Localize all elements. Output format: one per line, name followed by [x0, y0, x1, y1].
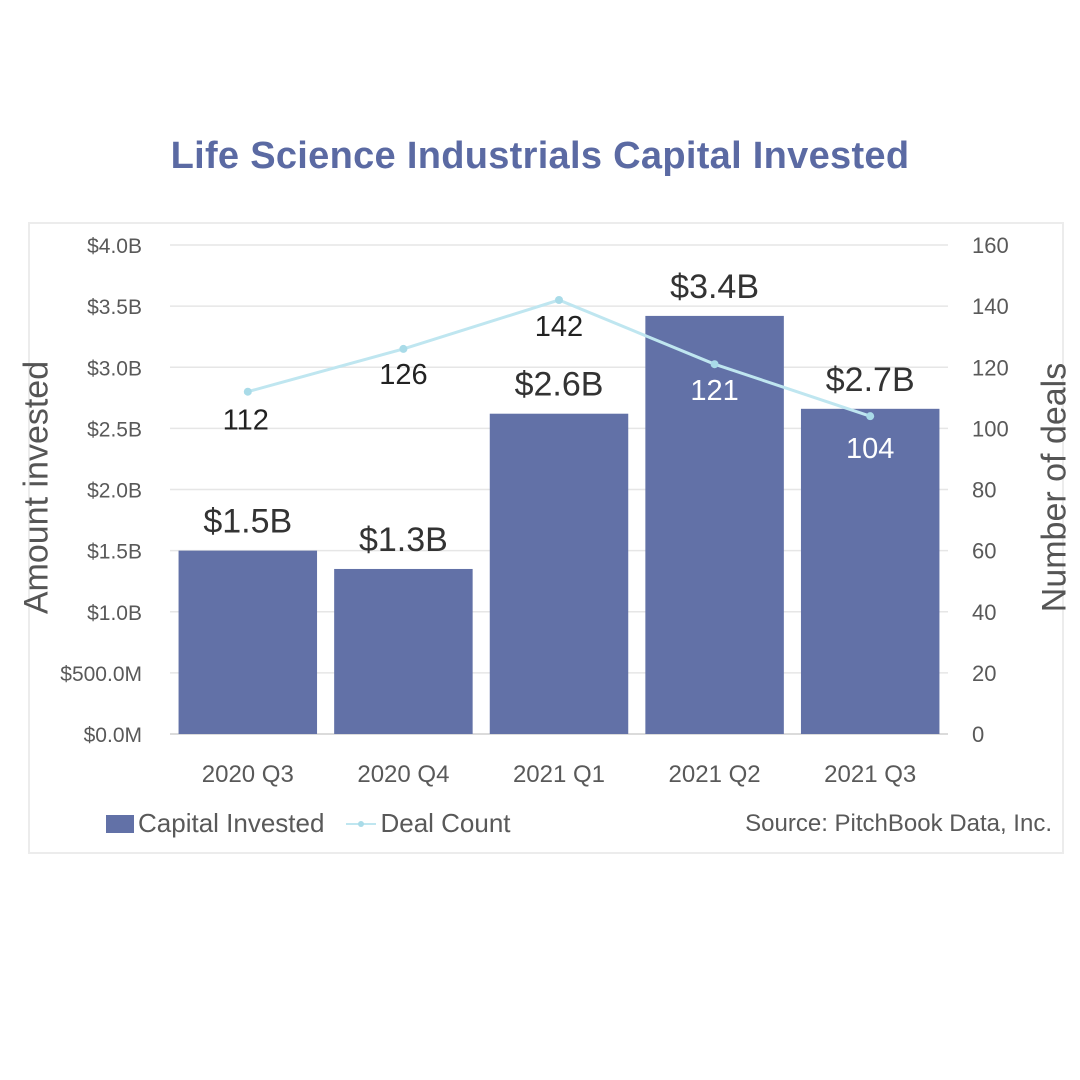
deal-count-label: 142: [535, 311, 583, 343]
y-axis-title: Amount invested: [17, 360, 56, 615]
bar: [645, 315, 784, 734]
y2-tick-label: 80: [972, 478, 996, 503]
x-tick-label: 2021 Q2: [669, 761, 761, 788]
y-tick-label: $500.0M: [60, 663, 142, 686]
y2-tick-label: 100: [972, 416, 1009, 441]
deal-count-label: 104: [846, 433, 894, 465]
y-tick-label: $1.5B: [87, 541, 142, 564]
bar: [334, 568, 473, 734]
y2-tick-label: 160: [972, 233, 1009, 258]
y2-tick-label: 20: [972, 661, 996, 686]
y2-tick-label: 40: [972, 600, 996, 625]
bar-value-label: $1.5B: [203, 503, 292, 541]
y2-tick-label: 0: [972, 722, 984, 747]
bar: [489, 413, 629, 734]
deal-count-point: [710, 360, 719, 369]
deal-count-label: 121: [690, 375, 738, 407]
y-tick-label: $1.0B: [87, 602, 142, 625]
legend-item-deals: Deal Count: [346, 808, 511, 839]
bar-value-label: $1.3B: [359, 521, 448, 559]
legend-swatch-line: [346, 820, 377, 827]
deal-count-point: [555, 296, 563, 305]
y2-tick-label: 120: [972, 355, 1009, 380]
legend-label-capital: Capital Invested: [138, 808, 325, 838]
bar-value-label: $2.6B: [515, 366, 604, 404]
legend-swatch-bar: [106, 814, 134, 833]
legend: Capital Invested Deal Count: [106, 808, 533, 839]
x-tick-label: 2020 Q3: [202, 761, 294, 788]
y-tick-label: $2.0B: [87, 480, 142, 503]
legend-item-capital: Capital Invested: [106, 808, 324, 839]
y-tick-label: $0.0M: [84, 724, 142, 747]
y-tick-label: $3.5B: [87, 296, 142, 319]
y2-tick-label: 140: [972, 294, 1009, 319]
bar-value-label: $3.4B: [670, 268, 759, 306]
bar: [178, 550, 318, 734]
source-note: Source: PitchBook Data, Inc.: [745, 810, 1052, 837]
bar-value-label: $2.7B: [826, 361, 915, 399]
chart-frame: [28, 222, 1064, 854]
x-tick-label: 2021 Q1: [513, 761, 605, 788]
y2-axis-title: Number of deals: [1035, 362, 1074, 613]
deal-count-point: [866, 412, 875, 421]
bar: [800, 408, 940, 734]
deal-count-point: [243, 387, 252, 396]
deal-count-label: 126: [379, 359, 427, 391]
y2-tick-label: 60: [972, 539, 996, 564]
y-tick-label: $2.5B: [87, 418, 142, 441]
y-tick-label: $3.0B: [87, 357, 142, 380]
y-tick-label: $4.0B: [87, 235, 142, 258]
deal-count-point: [399, 344, 408, 353]
legend-label-deals: Deal Count: [380, 808, 511, 838]
x-tick-label: 2021 Q3: [824, 761, 916, 788]
chart-title: Life Science Industrials Capital Investe…: [170, 135, 910, 177]
deal-count-label: 112: [223, 405, 269, 437]
x-tick-label: 2020 Q4: [357, 761, 449, 788]
